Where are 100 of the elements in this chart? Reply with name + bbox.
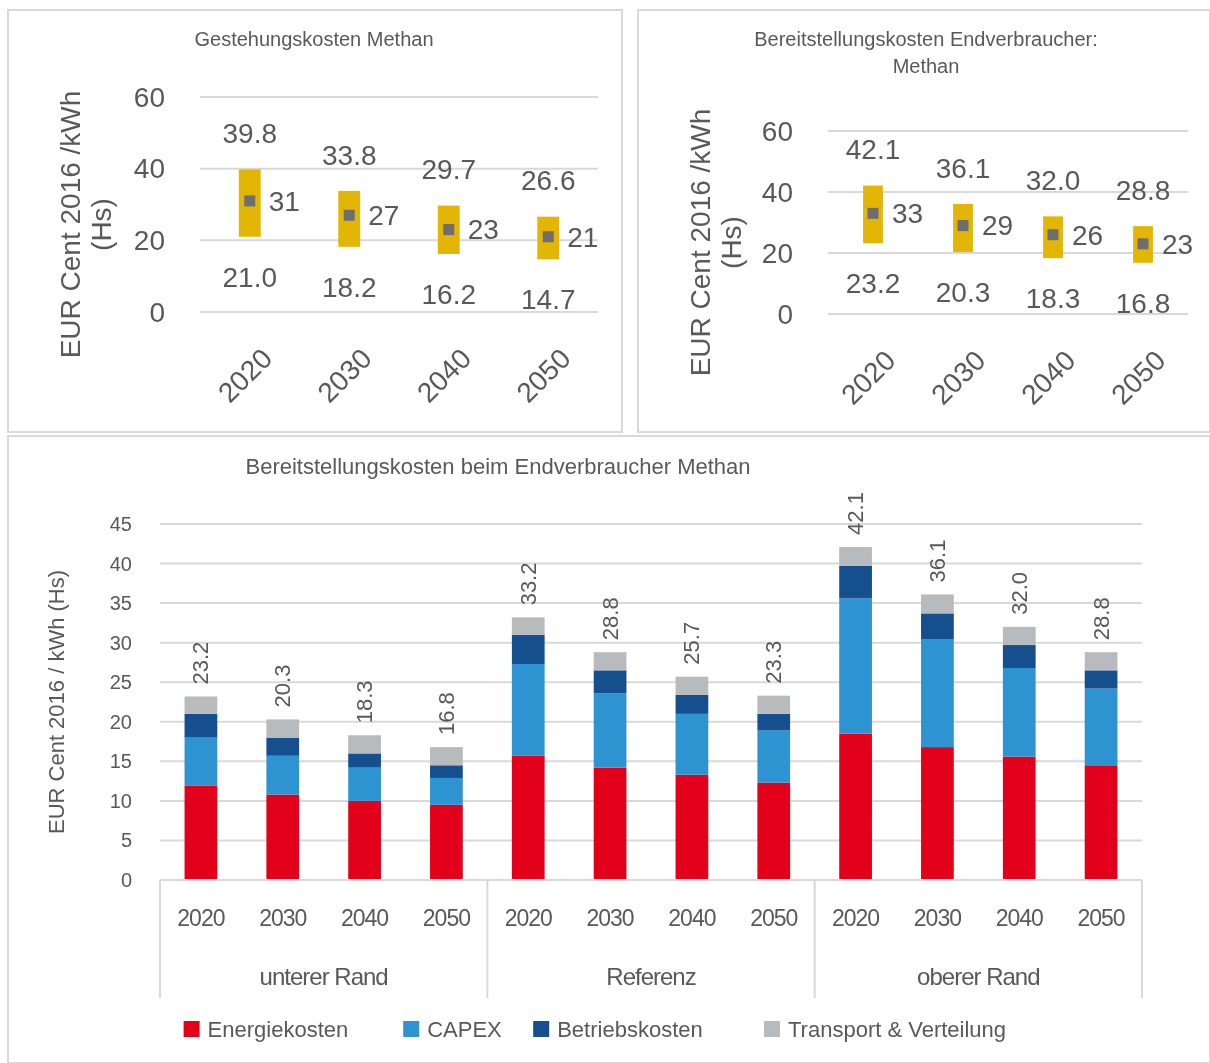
bar <box>238 169 261 237</box>
bar <box>757 695 791 714</box>
bar <box>348 767 381 801</box>
bar <box>511 634 545 665</box>
bar <box>430 777 463 805</box>
y-tick-label: 20 <box>109 710 132 733</box>
data-label: 26 <box>1072 219 1104 251</box>
total-label: 23.2 <box>188 641 214 685</box>
chart-title: Gestehungskosten Methan <box>194 28 434 50</box>
bar <box>593 670 627 694</box>
y-tick-label: 60 <box>761 115 793 147</box>
bar <box>757 713 791 731</box>
y-tick-label: 60 <box>133 81 165 113</box>
legend-label: Transport & Verteilung <box>788 1016 1007 1042</box>
bar <box>921 747 954 880</box>
x-tick-label: 2040 <box>995 905 1044 932</box>
y-tick-label: 40 <box>761 176 793 208</box>
bar <box>593 693 627 768</box>
x-tick-label: 2050 <box>1077 905 1125 932</box>
bar <box>511 755 545 880</box>
data-label: 27 <box>368 200 400 232</box>
bar <box>1002 756 1036 880</box>
annotation: 21.0 <box>222 261 277 293</box>
bar <box>266 737 300 756</box>
bar <box>675 694 709 714</box>
bar <box>184 696 218 714</box>
total-label: 20.3 <box>270 664 296 708</box>
annotation: 28.8 <box>1115 174 1171 206</box>
annotation: 29.7 <box>421 154 476 186</box>
annotation: 18.2 <box>322 271 377 303</box>
y-tick-label: 40 <box>109 552 132 575</box>
bar <box>839 733 872 880</box>
point <box>244 195 256 207</box>
bar <box>184 737 218 786</box>
bar <box>1002 667 1036 757</box>
annotation: 18.3 <box>1025 282 1081 314</box>
bar <box>675 676 709 695</box>
data-label: 23 <box>467 214 499 246</box>
bar <box>348 753 381 768</box>
annotation: 36.1 <box>935 152 991 184</box>
x-tick-label: 2040 <box>341 905 389 932</box>
data-label: 29 <box>982 210 1014 242</box>
bar <box>757 730 791 783</box>
x-tick-label: 2020 <box>177 905 225 932</box>
bar <box>430 804 463 880</box>
annotation: 33.8 <box>322 139 377 171</box>
bar <box>1084 652 1118 671</box>
bar <box>266 719 300 738</box>
bar <box>348 800 381 880</box>
bar <box>863 185 883 244</box>
text: oberer Rand <box>917 963 1040 991</box>
y-tick-label: 25 <box>109 671 132 694</box>
annotation: 39.8 <box>222 118 277 150</box>
total-label: 32.0 <box>1006 572 1032 615</box>
total-label: 36.1 <box>924 539 950 583</box>
x-tick-label: 2040 <box>668 905 716 932</box>
bar <box>593 652 627 671</box>
annotation: 16.8 <box>1115 287 1171 319</box>
data-label: 23 <box>1162 228 1194 260</box>
point <box>957 220 969 232</box>
annotation: 26.6 <box>521 165 576 197</box>
point <box>443 224 455 236</box>
bar <box>184 785 218 880</box>
y-tick-label: 30 <box>109 631 132 654</box>
bar <box>348 735 381 754</box>
y-tick-label: 20 <box>133 225 165 257</box>
y-tick-label: 20 <box>761 237 793 269</box>
y-axis-title: EUR Cent 2016 / kWh (Hs) <box>44 569 69 835</box>
x-tick-label: 2020 <box>832 905 880 932</box>
bar <box>757 782 791 880</box>
total-label: 42.1 <box>843 492 869 535</box>
annotation: 32.0 <box>1025 165 1081 197</box>
x-tick-label: 2050 <box>750 905 798 932</box>
chart-title: Bereitstellungskosten Endverbraucher: Methan <box>754 28 1098 77</box>
bar <box>921 613 954 640</box>
y-tick-label: 40 <box>133 153 165 185</box>
total-label: 16.8 <box>433 692 459 736</box>
data-label: 21 <box>567 221 599 253</box>
data-label: 31 <box>268 185 300 217</box>
bar <box>1084 670 1118 689</box>
y-tick-label: 15 <box>109 750 132 773</box>
bar <box>921 639 954 748</box>
bar <box>430 747 463 766</box>
y-axis-title: EUR Cent 2016 /kWh (Hs) <box>685 108 747 377</box>
total-label: 33.2 <box>515 562 541 606</box>
text: unterer Rand <box>259 963 388 991</box>
total-label: 25.7 <box>679 621 705 665</box>
legend-label: Energiekosten <box>207 1016 349 1042</box>
bar <box>1002 645 1036 668</box>
point <box>343 209 355 221</box>
bar <box>511 664 545 756</box>
bar <box>593 767 627 880</box>
bar <box>1002 626 1036 646</box>
bar <box>921 594 954 614</box>
bar <box>839 565 872 599</box>
y-tick-label: 0 <box>777 298 793 330</box>
bar <box>430 765 463 778</box>
x-tick-label: 2030 <box>586 905 634 932</box>
x-tick-label: 2030 <box>259 905 307 932</box>
total-label: 18.3 <box>352 680 378 724</box>
